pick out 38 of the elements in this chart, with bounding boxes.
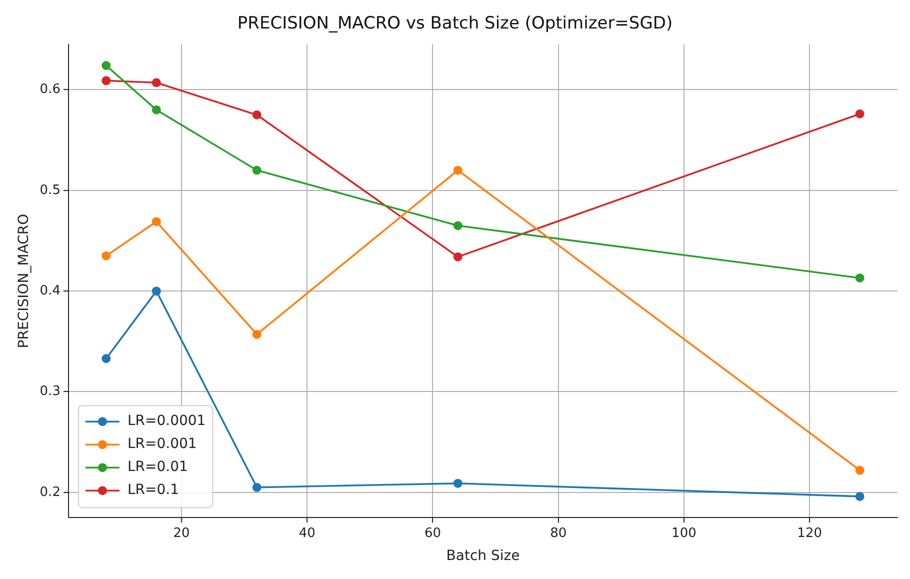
point [252,110,262,120]
y-tick-label: 0.6 [40,82,60,98]
point [102,61,111,70]
x-axis-title: Batch Size [446,548,520,564]
point [855,492,864,501]
point [152,78,161,88]
x-tick-label: 40 [298,526,316,541]
point [855,466,864,475]
x-tick-label: 100 [672,526,696,541]
point [855,273,864,282]
x-tick-label: 60 [424,526,442,541]
point [252,482,262,492]
point [453,221,462,230]
point [252,330,262,339]
y-axis-title: PRECISION_MACRO [16,214,32,348]
point [102,251,111,260]
legend-label: LR=0.0001 [127,413,206,430]
point [453,252,462,262]
legend-label: LR=0.001 [127,436,197,452]
legend-label: LR=0.1 [127,482,180,498]
point [152,286,161,296]
point [152,105,161,114]
point [102,354,111,364]
point [855,109,864,118]
point [453,166,462,175]
point [252,166,262,175]
y-tick-label: 0.2 [40,484,60,500]
x-tick-label: 120 [797,526,822,541]
y-tick-label: 0.5 [40,182,60,198]
x-tick-label: 80 [550,526,567,541]
y-tick-label: 0.4 [40,283,60,298]
legend-label: LR=0.01 [127,459,188,476]
x-tick-label: 20 [173,526,190,541]
point [152,217,161,226]
y-tick-label: 0.3 [40,384,60,400]
chart-title: PRECISION_MACRO vs Batch Size (Optimizer=SGD) [237,14,673,34]
point [453,478,462,488]
point [102,76,111,86]
